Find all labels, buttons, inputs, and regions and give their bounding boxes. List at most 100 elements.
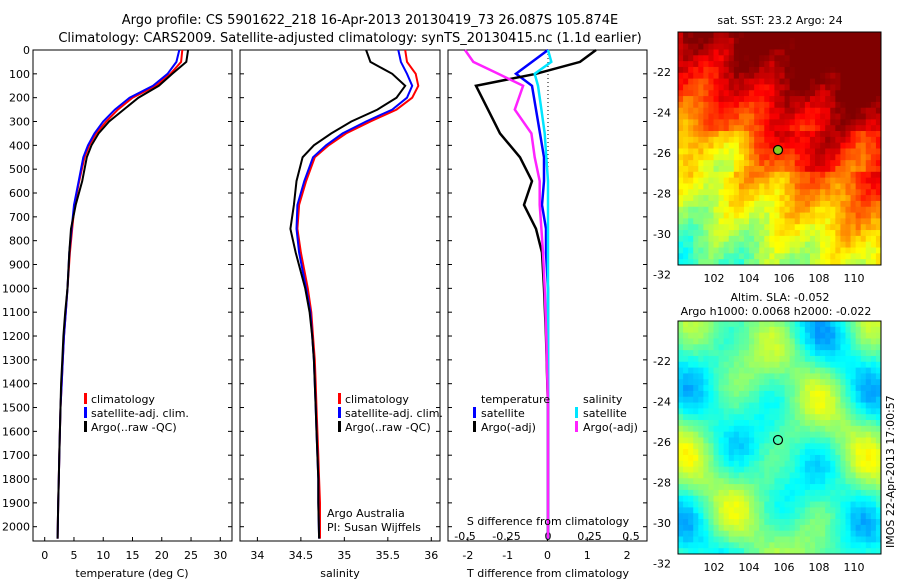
sst-cell — [799, 195, 806, 202]
sst-cell — [804, 96, 811, 103]
sla-cell — [774, 425, 780, 433]
sla-cell — [678, 425, 684, 433]
sst-cell — [809, 241, 816, 248]
sla-cell — [779, 449, 785, 456]
sst-cell — [860, 165, 867, 173]
sla-cell — [784, 350, 791, 357]
sla-cell — [809, 420, 816, 427]
sla-cell — [683, 536, 689, 543]
sst-cell — [809, 32, 816, 39]
sst-cell — [754, 200, 760, 208]
sst-map-frame — [677, 31, 882, 266]
sst-cell — [820, 107, 826, 114]
sst-cell — [774, 247, 780, 254]
sst-cell — [865, 84, 872, 91]
sst-cell — [738, 171, 745, 179]
sst-cell — [825, 125, 831, 132]
sst-cell — [759, 136, 765, 144]
sla-cell — [678, 513, 684, 520]
sst-cell — [789, 61, 796, 68]
depth-tick-label: 1900 — [2, 497, 30, 510]
sla-cell — [799, 361, 806, 368]
sla-cell — [728, 355, 735, 363]
sla-cell — [825, 548, 831, 555]
sst-cell — [850, 148, 857, 155]
sla-cell — [764, 385, 770, 392]
sla-cell — [820, 548, 826, 555]
sla-cell — [794, 431, 801, 438]
sst-cell — [789, 32, 796, 39]
sla-cell — [860, 478, 867, 485]
sla-cell — [820, 408, 826, 415]
sla-cell — [759, 472, 765, 479]
sst-cell — [698, 200, 704, 208]
sst-cell — [845, 235, 851, 243]
sla-cell — [820, 390, 826, 398]
sla-cell — [789, 396, 796, 403]
sla-cell — [683, 402, 689, 409]
sst-cell — [728, 195, 735, 202]
latitude-tick-label: -28 — [653, 477, 671, 490]
sla-cell — [840, 385, 846, 392]
sla-cell — [678, 542, 684, 549]
x-tick-label: 36 — [424, 549, 438, 562]
sla-cell — [718, 373, 725, 380]
sla-cell — [743, 326, 750, 334]
sst-cell — [875, 55, 882, 62]
sst-cell — [875, 32, 882, 39]
sla-cell — [845, 390, 851, 398]
sst-cell — [875, 177, 882, 184]
sst-cell — [708, 183, 714, 190]
sla-cell — [779, 321, 785, 328]
longitude-tick-label: 110 — [844, 561, 865, 574]
sst-cell — [708, 224, 714, 231]
sla-cell — [693, 326, 699, 334]
sla-cell — [804, 460, 811, 468]
sla-cell — [809, 408, 816, 415]
sla-cell — [830, 449, 836, 456]
sst-cell — [769, 235, 775, 243]
sst-cell — [733, 224, 740, 231]
sst-cell — [693, 195, 699, 202]
sst-cell — [865, 131, 872, 138]
x-tick-label: 20 — [155, 549, 169, 562]
sst-cell — [794, 177, 801, 184]
sla-cell — [845, 321, 851, 328]
sst-cell — [779, 32, 785, 39]
sla-cell — [860, 501, 867, 508]
sst-cell — [754, 259, 760, 266]
sst-cell — [789, 148, 796, 155]
sst-cell — [804, 206, 811, 213]
sla-cell — [723, 437, 730, 444]
sla-cell — [779, 513, 785, 520]
sst-cell — [779, 230, 785, 237]
sla-cell — [769, 449, 775, 456]
sst-cell — [703, 241, 709, 248]
sst-cell — [784, 96, 791, 103]
sla-cell — [840, 402, 846, 409]
sst-cell — [683, 189, 689, 196]
sla-cell — [764, 484, 770, 491]
sla-cell — [754, 408, 760, 415]
sst-cell — [749, 235, 755, 243]
sst-cell — [860, 177, 867, 184]
sla-cell — [703, 321, 709, 328]
legend-temperature-title: temperature — [481, 393, 550, 406]
sla-cell — [870, 326, 877, 334]
sla-cell — [774, 338, 780, 345]
sla-cell — [804, 548, 811, 555]
latitude-tick-label: -30 — [653, 228, 671, 241]
sst-cell — [799, 247, 806, 254]
sla-cell — [733, 478, 740, 485]
sst-cell — [678, 218, 684, 225]
sst-cell — [738, 119, 745, 126]
sst-cell — [779, 37, 785, 45]
sst-cell — [703, 131, 709, 138]
sla-cell — [835, 326, 841, 334]
sla-cell — [825, 355, 831, 363]
sst-cell — [865, 230, 872, 237]
sst-cell — [820, 55, 826, 62]
sla-cell — [835, 425, 841, 433]
sst-cell — [870, 206, 877, 213]
sst-cell — [708, 43, 714, 50]
